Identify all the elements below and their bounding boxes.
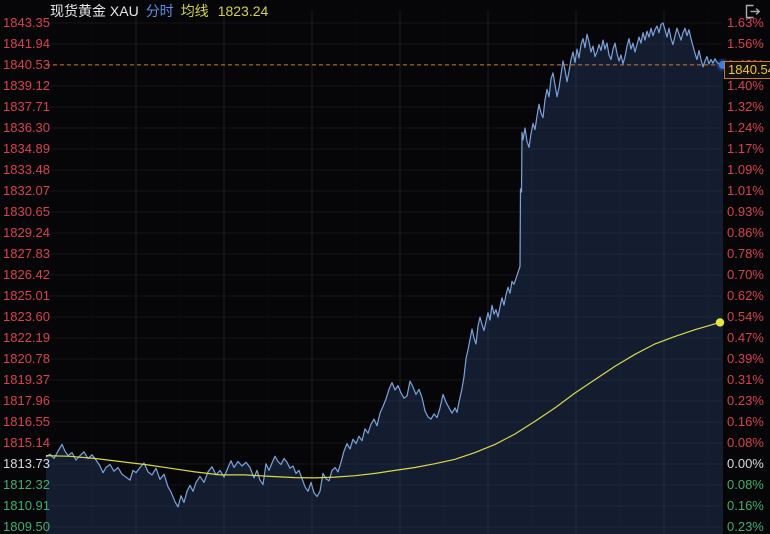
price-axis-label: 1819.37	[3, 372, 50, 387]
price-axis-label: 1825.01	[3, 288, 50, 303]
percent-axis-label: 0.54%	[727, 309, 764, 324]
percent-axis-label: 1.40%	[727, 78, 764, 93]
price-axis-label: 1815.14	[3, 435, 50, 450]
price-area-fill	[46, 23, 723, 534]
percent-axis-label: 0.47%	[727, 330, 764, 345]
price-axis-label: 1833.48	[3, 162, 50, 177]
price-axis-label: 1813.73	[3, 456, 50, 471]
instrument-name: 现货黄金 XAU	[50, 3, 139, 19]
price-axis-label: 1836.30	[3, 120, 50, 135]
price-axis-label: 1843.35	[3, 15, 50, 30]
price-axis-label: 1820.78	[3, 351, 50, 366]
price-axis-label: 1829.24	[3, 225, 50, 240]
ma-current-value: 1823.24	[217, 3, 269, 19]
percent-axis-label: 0.70%	[727, 267, 764, 282]
percent-axis-label: 0.86%	[727, 225, 764, 240]
percent-axis-label: 1.56%	[727, 36, 764, 51]
price-axis-label: 1841.94	[3, 36, 50, 51]
percent-axis-label: 1.01%	[727, 183, 764, 198]
ma-line	[45, 321, 721, 479]
price-line	[45, 22, 724, 508]
current-price-tag: 1840.54	[724, 60, 770, 79]
percent-axis-label: 0.08%	[727, 435, 764, 450]
percent-axis-label: 0.00%	[727, 456, 764, 471]
period-label[interactable]: 分时	[145, 3, 174, 19]
price-axis-label: 1816.55	[3, 414, 50, 429]
percent-axis-label: 0.39%	[727, 351, 764, 366]
percent-axis-label: 1.09%	[727, 162, 764, 177]
price-axis-label: 1830.65	[3, 204, 50, 219]
percent-axis-label: 1.32%	[727, 99, 764, 114]
ma-label[interactable]: 均线	[180, 3, 209, 19]
price-axis-label: 1823.60	[3, 309, 50, 324]
percent-axis-label: 0.31%	[727, 372, 764, 387]
price-axis-label: 1837.71	[3, 99, 50, 114]
popout-icon[interactable]	[743, 3, 763, 19]
chart-title: 现货黄金 XAU 分时 均线 1823.24	[50, 3, 268, 20]
percent-axis-label: 0.16%	[727, 414, 764, 429]
price-axis-label: 1834.89	[3, 141, 50, 156]
percent-axis-label: 0.23%	[727, 393, 764, 408]
percent-axis-label: 0.78%	[727, 246, 764, 261]
percent-axis-label: 0.62%	[727, 288, 764, 303]
price-axis-label: 1809.50	[3, 519, 50, 534]
price-axis-label: 1822.19	[3, 330, 50, 345]
price-axis-label: 1827.83	[3, 246, 50, 261]
percent-axis-label: 1.17%	[727, 141, 764, 156]
percent-axis-label: 0.93%	[727, 204, 764, 219]
percent-axis-label: 1.63%	[727, 15, 764, 30]
price-axis-label: 1840.53	[3, 57, 50, 72]
price-axis-label: 1812.32	[3, 477, 50, 492]
price-axis-label: 1826.42	[3, 267, 50, 282]
price-axis-label: 1810.91	[3, 498, 50, 513]
percent-axis-label: 0.08%	[727, 477, 764, 492]
percent-axis-label: 1.24%	[727, 120, 764, 135]
price-axis-label: 1839.12	[3, 78, 50, 93]
percent-axis-label: 0.16%	[727, 498, 764, 513]
percent-axis-label: 0.23%	[727, 519, 764, 534]
price-axis-label: 1817.96	[3, 393, 50, 408]
ma-endpoint-dot	[715, 318, 725, 327]
price-axis-label: 1832.07	[3, 183, 50, 198]
